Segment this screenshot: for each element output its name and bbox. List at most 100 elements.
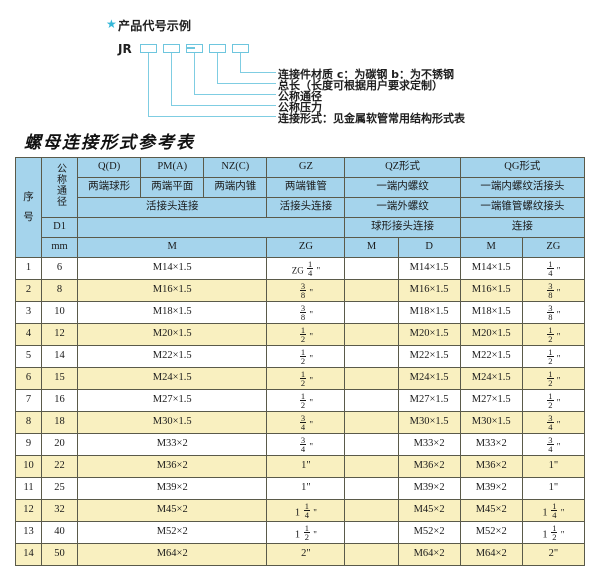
header-unit-qg-m: M — [459, 237, 523, 258]
cell-qz-m — [344, 367, 399, 390]
leader-line-4-horizontal — [171, 105, 276, 107]
cell-m: M39×2 — [77, 477, 268, 500]
header-nominal-diameter: 公称通径 — [41, 157, 79, 218]
cell-qz-m — [344, 323, 399, 346]
header-unit-mm: mm — [41, 237, 79, 258]
header-d1: D1 — [41, 217, 79, 238]
header-desc-gz: 两端锥管 — [266, 177, 346, 198]
cell-m: M64×2 — [77, 543, 268, 566]
cell-qz-d: M20×1.5 — [397, 323, 461, 346]
cell-m: M27×1.5 — [77, 389, 268, 412]
cell-serial: 14 — [14, 543, 43, 566]
cell-qg-m: M24×1.5 — [459, 367, 523, 390]
table-row: 5 14 M22×1.5 1 2 " M22×1.5 M22×1.5 1 2 " — [14, 345, 586, 368]
cell-m: M30×1.5 — [77, 411, 268, 434]
cell-dn: 6 — [41, 257, 79, 280]
table-row: 11 25 M39×2 1" M39×2 M39×2 1" — [14, 477, 586, 500]
cell-qz-d: M33×2 — [397, 433, 461, 456]
cell-qg-m: M22×1.5 — [459, 345, 523, 368]
cell-qz-m — [344, 411, 399, 434]
cell-qz-d: M22×1.5 — [397, 345, 461, 368]
header-conn-qg: 一端锥管螺纹接头 — [459, 197, 586, 218]
legend-label-material: 连接件材质 c：为碳钢 b：为不锈钢 — [278, 68, 455, 81]
code-prefix: JR — [118, 42, 132, 56]
cell-qz-d: M14×1.5 — [397, 257, 461, 280]
cell-serial: 4 — [14, 323, 43, 346]
header-group-nzc: NZ(C) — [203, 157, 268, 178]
cell-dn: 20 — [41, 433, 79, 456]
cell-qg-m: M64×2 — [459, 543, 523, 566]
cell-serial: 5 — [14, 345, 43, 368]
cell-qg-m: M30×1.5 — [459, 411, 523, 434]
cell-qg-m: M52×2 — [459, 521, 523, 544]
cell-qz-d: M30×1.5 — [397, 411, 461, 434]
code-dash — [187, 47, 195, 49]
cell-qz-m — [344, 279, 399, 302]
cell-m: M20×1.5 — [77, 323, 268, 346]
cell-gz: 1" — [266, 455, 346, 478]
cell-qg-m: M33×2 — [459, 433, 523, 456]
header-desc-nzc: 两端内锥 — [203, 177, 268, 198]
leader-line-3-vertical — [194, 53, 196, 95]
cell-qz-m — [344, 389, 399, 412]
cell-dn: 8 — [41, 279, 79, 302]
code-box-3 — [186, 44, 203, 53]
cell-qg-m: M36×2 — [459, 455, 523, 478]
cell-qg-zg: 1" — [521, 455, 586, 478]
cell-dn: 50 — [41, 543, 79, 566]
header-unit-m: M — [77, 237, 268, 258]
cell-m: M24×1.5 — [77, 367, 268, 390]
cell-serial: 1 — [14, 257, 43, 280]
cell-dn: 18 — [41, 411, 79, 434]
header-group-gz: GZ — [266, 157, 346, 178]
header-desc-pma: 两端平面 — [140, 177, 205, 198]
cell-qg-zg: 2" — [521, 543, 586, 566]
header-desc-qg: 一端内螺纹活接头 — [459, 177, 586, 198]
table-row: 6 15 M24×1.5 1 2 " M24×1.5 M24×1.5 1 2 " — [14, 367, 586, 390]
serial-char-1: 序 — [23, 191, 34, 203]
cell-dn: 15 — [41, 367, 79, 390]
table-row: 7 16 M27×1.5 1 2 " M27×1.5 M27×1.5 1 2 " — [14, 389, 586, 412]
product-code-legend: ★ 产品代号示例 JR 连接件材质 c：为碳钢 b：为不锈钢 总长（长度可根据用… — [0, 0, 600, 125]
leader-line-5-vertical — [148, 53, 150, 117]
table-row: 8 18 M30×1.5 3 4 " M30×1.5 M30×1.5 3 4 " — [14, 411, 586, 434]
cell-qz-d: M24×1.5 — [397, 367, 461, 390]
cell-qz-m — [344, 455, 399, 478]
header-row-connection: 活接头连接 活接头连接 一端外螺纹 一端锥管螺纹接头 — [16, 197, 586, 218]
cell-qz-d: M16×1.5 — [397, 279, 461, 302]
header-desc-qz: 一端内螺纹 — [344, 177, 461, 198]
table-row: 2 8 M16×1.5 3 8 " M16×1.5 M16×1.5 3 8 " — [14, 279, 586, 302]
cell-qz-m — [344, 543, 399, 566]
cell-qz-m — [344, 301, 399, 324]
header-conn-gz: 活接头连接 — [266, 197, 346, 218]
header-conn-qz: 一端外螺纹 — [344, 197, 461, 218]
cell-serial: 9 — [14, 433, 43, 456]
cell-qg-m: M39×2 — [459, 477, 523, 500]
cell-dn: 16 — [41, 389, 79, 412]
cell-qg-m: M14×1.5 — [459, 257, 523, 280]
cell-qz-m — [344, 345, 399, 368]
cell-qg-m: M18×1.5 — [459, 301, 523, 324]
cell-serial: 2 — [14, 279, 43, 302]
cell-qz-m — [344, 433, 399, 456]
header-group-qz: QZ形式 — [344, 157, 461, 178]
cell-serial: 3 — [14, 301, 43, 324]
cell-serial: 12 — [14, 499, 43, 522]
legend-label-nominal-pressure: 公称压力 — [278, 101, 322, 114]
